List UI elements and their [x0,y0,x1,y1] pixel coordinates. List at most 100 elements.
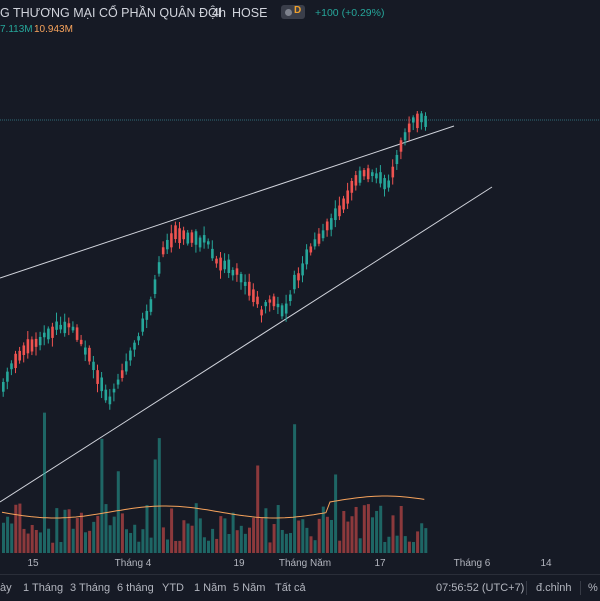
candle-body [92,361,95,371]
price-change: +100 (+0.29%) [315,7,385,19]
volume-bar [71,528,75,553]
candle-body [387,180,390,188]
candle-body [215,258,218,264]
range-button-1y[interactable]: 1 Năm [194,582,227,594]
volume-bar [18,503,22,553]
candle-body [412,117,415,123]
volume-bar [14,504,18,553]
volume-bar [424,528,428,553]
volume-bar [186,523,190,553]
range-button-3m[interactable]: 3 Tháng [70,582,111,594]
candle-body [18,350,21,361]
volume-bar [100,438,104,553]
candle-body [416,113,419,129]
volume-bar [383,542,387,553]
volume-bars [2,412,428,553]
volume-bar [256,465,260,553]
time-axis-label: 14 [540,558,552,569]
candle-body [96,370,99,384]
candle-body [252,289,255,302]
volume-bar [10,523,14,553]
candle-body [79,339,83,345]
badge-letter: D [294,5,302,16]
volume-bar [96,515,100,553]
volume-bar [92,521,96,553]
volume-bar [346,521,350,553]
volume-bar [366,504,370,553]
volume-bar [194,503,198,553]
candle-body [182,230,185,240]
volume-bar [161,527,165,553]
lower-trend-line[interactable] [0,186,493,503]
candle-body [133,342,136,350]
volume-bar [284,533,288,553]
volume-bar [120,513,124,553]
symbol-title[interactable]: G THƯƠNG MẠI CỔ PHẦN QUÂN ĐỘI [0,6,222,20]
volume-bar [198,518,202,553]
adjust-toggle[interactable]: đ.chỉnh [536,582,572,594]
volume-bar [59,542,63,553]
volume-bar [243,533,247,553]
delay-badge[interactable]: D [281,5,305,19]
percent-toggle[interactable]: % [588,582,598,594]
candle-body [202,235,206,243]
candle-body [88,347,91,362]
volume-bar [182,520,186,553]
clock-timezone[interactable]: 07:56:52 (UTC+7) [436,582,525,594]
volume-bar [416,531,420,553]
volume-bar [375,510,379,553]
volume-bar [268,542,272,553]
volume-bar [391,515,395,553]
volume-bar [170,508,174,553]
volume-ma-line [1,495,425,519]
candle-body [350,180,354,193]
volume-value: 7.113M [0,24,33,35]
volume-bar [223,518,227,553]
candle-body [71,326,75,331]
candle-body [235,268,239,275]
volume-bar [22,528,26,553]
candle-body [338,205,341,217]
volume-bar [6,516,10,553]
candle-body [157,262,161,274]
volume-bar [26,533,30,553]
candle-body [256,296,259,305]
candle-body [305,249,308,265]
range-button-all[interactable]: Tất cả [275,582,306,594]
candle-body [75,327,79,340]
candle-body [22,345,26,356]
range-button-1d[interactable]: ày [0,582,12,594]
candle-body [284,303,288,314]
volume-bar [166,539,169,553]
volume-bar [47,528,51,553]
bottom-toolbar: ày 1 Tháng 3 Tháng 6 tháng YTD 1 Năm 5 N… [0,574,600,601]
volume-bar [293,424,297,553]
candlesticks [2,110,427,410]
volume-bar [2,522,5,553]
volume-bar [149,537,153,553]
volume-bar [362,505,366,553]
timeframe-label[interactable]: 4h [212,6,226,20]
volume-bar [211,528,215,553]
volume-bar [338,540,342,553]
upper-trend-line[interactable] [0,125,455,279]
range-button-5y[interactable]: 5 Năm [233,582,266,594]
volume-bar [297,520,301,553]
time-axis-label: Tháng 4 [114,558,152,569]
volume-bar [108,525,112,553]
volume-bar [280,529,284,553]
range-button-6m[interactable]: 6 tháng [117,582,154,594]
candle-body [321,230,325,239]
volume-bar [334,474,338,553]
candle-body [186,232,190,244]
candle-body [100,377,103,392]
candle-body [375,173,378,179]
range-button-1m[interactable]: 1 Tháng [23,582,64,594]
volume-bar [55,508,59,553]
candle-body [371,172,374,177]
volume-bar [207,540,210,553]
range-button-ytd[interactable]: YTD [162,582,184,594]
volume-bar [325,516,329,553]
